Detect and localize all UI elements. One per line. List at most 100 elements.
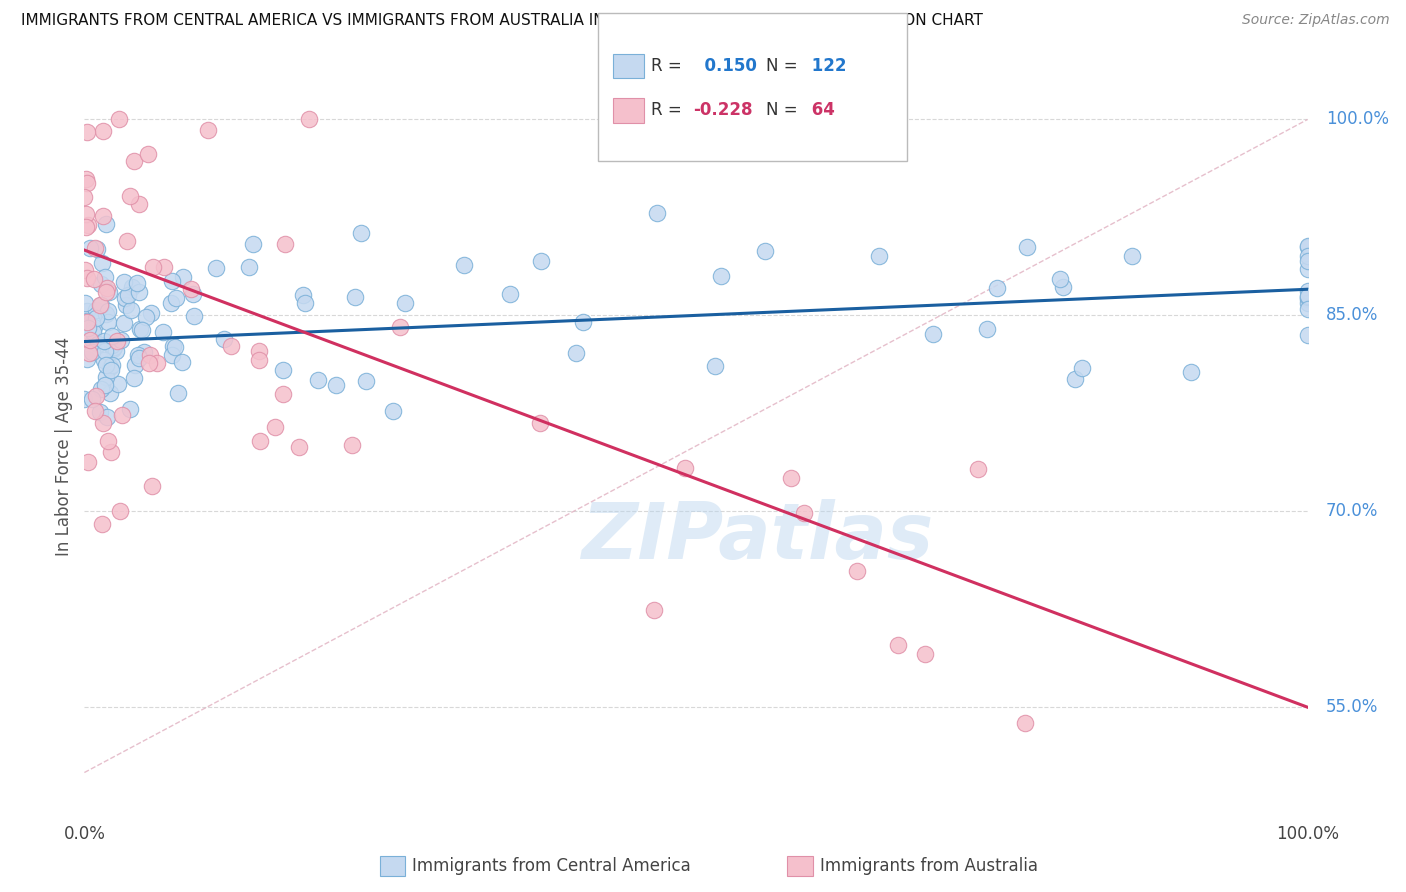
Point: [1296, 327, 1319, 342]
Point: [214, 332, 236, 346]
Point: [162, 348, 184, 362]
Point: [76, 125, 98, 139]
Point: [139, 306, 162, 320]
Point: [298, 112, 321, 127]
Point: [82, 392, 104, 407]
Point: [132, 345, 155, 359]
Point: [381, 403, 404, 417]
Point: [100, 363, 122, 377]
Point: [1296, 238, 1319, 252]
Point: [73, 392, 96, 406]
Point: [77, 346, 100, 360]
Point: [131, 323, 153, 337]
Point: [108, 504, 131, 518]
Point: [98, 285, 121, 299]
Point: [114, 291, 136, 305]
Point: [84, 241, 107, 255]
Point: [100, 329, 122, 343]
Point: [793, 506, 815, 520]
Point: [1296, 254, 1319, 268]
Point: [108, 112, 131, 127]
Point: [710, 268, 733, 283]
Point: [249, 434, 271, 449]
Point: [645, 205, 668, 219]
Point: [118, 401, 141, 416]
Point: [868, 249, 890, 263]
Point: [80, 345, 103, 359]
Point: [135, 310, 157, 325]
Point: [138, 357, 160, 371]
Point: [165, 292, 187, 306]
Point: [1296, 289, 1319, 303]
Point: [83, 272, 105, 286]
Point: [754, 244, 776, 258]
Point: [292, 287, 315, 301]
Point: [288, 440, 311, 454]
Point: [1049, 272, 1071, 286]
Point: [101, 342, 124, 356]
Point: [152, 325, 174, 339]
Text: 85.0%: 85.0%: [1326, 306, 1378, 325]
Point: [136, 147, 159, 161]
Point: [530, 254, 553, 268]
Point: [103, 340, 125, 354]
Point: [98, 359, 121, 374]
Point: [1180, 365, 1202, 379]
Point: [170, 355, 193, 369]
Point: [673, 461, 696, 475]
Text: Immigrants from Central America: Immigrants from Central America: [412, 857, 690, 875]
Point: [120, 302, 142, 317]
Point: [565, 345, 588, 359]
Point: [146, 356, 169, 370]
Point: [96, 370, 118, 384]
Point: [100, 358, 122, 372]
Point: [97, 304, 120, 318]
Point: [394, 295, 416, 310]
Point: [1296, 292, 1319, 306]
Point: [160, 274, 183, 288]
Point: [91, 209, 114, 223]
Point: [90, 382, 112, 396]
Text: -0.228: -0.228: [693, 101, 752, 119]
Point: [125, 276, 148, 290]
Point: [1296, 301, 1319, 316]
Point: [976, 322, 998, 336]
Point: [100, 338, 122, 352]
Point: [91, 417, 114, 431]
Point: [1296, 296, 1319, 310]
Point: [162, 339, 184, 353]
Point: [75, 206, 97, 220]
Point: [110, 408, 132, 422]
Point: [84, 311, 107, 326]
Text: N =: N =: [766, 57, 797, 75]
Point: [76, 314, 98, 328]
Point: [122, 153, 145, 168]
Point: [1296, 284, 1319, 298]
Point: [120, 189, 142, 203]
Point: [128, 197, 150, 211]
Point: [97, 434, 120, 449]
Point: [122, 371, 145, 385]
Point: [453, 258, 475, 272]
Text: 55.0%: 55.0%: [1326, 698, 1378, 716]
Point: [91, 255, 114, 269]
Point: [82, 325, 104, 339]
Point: [1063, 372, 1085, 386]
Text: Source: ZipAtlas.com: Source: ZipAtlas.com: [1241, 13, 1389, 28]
Point: [219, 339, 242, 353]
Point: [76, 304, 98, 318]
Point: [153, 260, 176, 274]
Point: [205, 261, 228, 276]
Point: [100, 445, 122, 459]
Point: [94, 269, 117, 284]
Point: [90, 516, 112, 531]
Point: [93, 353, 115, 368]
Point: [247, 343, 270, 358]
Text: IMMIGRANTS FROM CENTRAL AMERICA VS IMMIGRANTS FROM AUSTRALIA IN LABOR FORCE | AG: IMMIGRANTS FROM CENTRAL AMERICA VS IMMIG…: [21, 13, 983, 29]
Text: 70.0%: 70.0%: [1326, 502, 1378, 520]
Point: [104, 344, 127, 359]
Point: [129, 322, 152, 336]
Point: [115, 234, 138, 248]
Point: [96, 315, 118, 329]
Point: [1296, 249, 1319, 263]
